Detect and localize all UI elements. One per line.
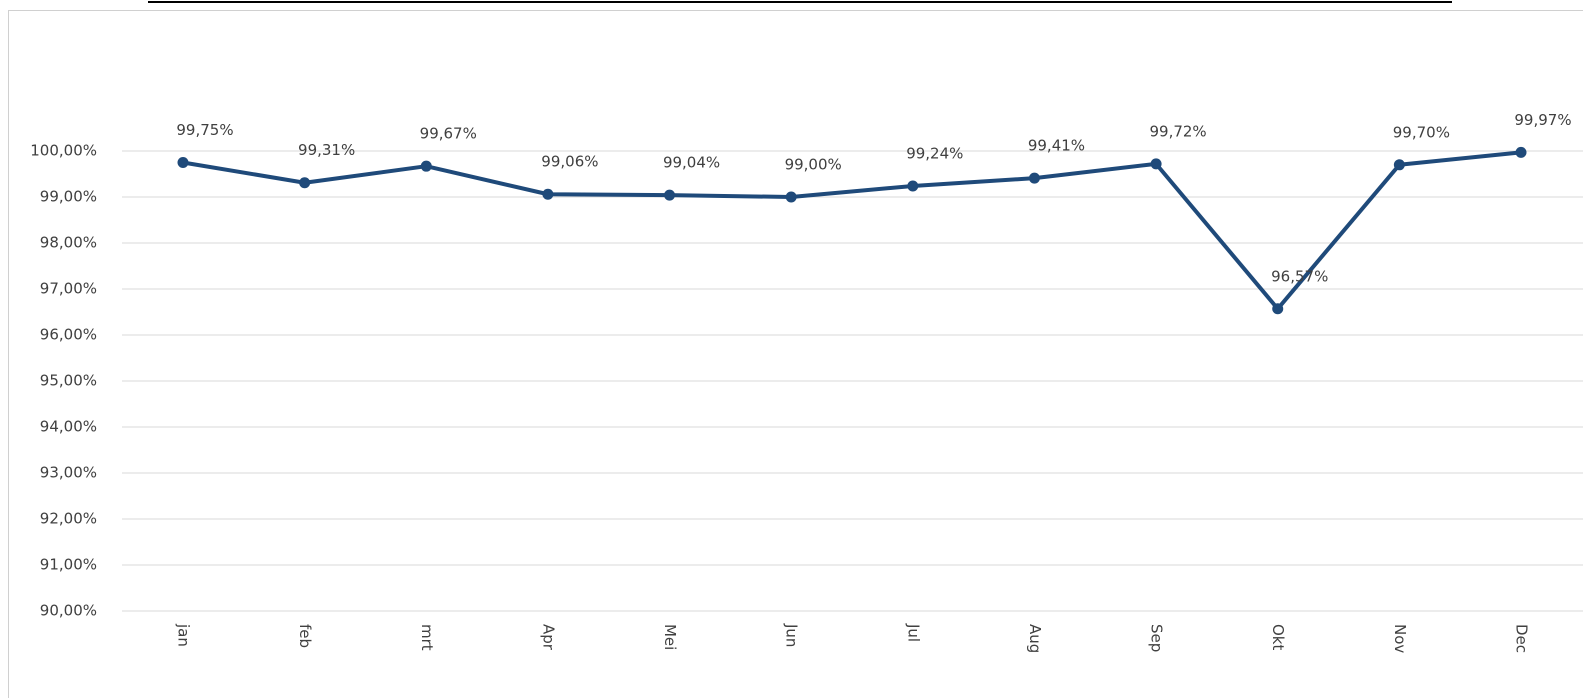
marker xyxy=(1150,158,1162,170)
data-label: 99,04% xyxy=(663,154,720,172)
y-tick-label: 100,00% xyxy=(30,142,97,160)
x-tick-label: Jul xyxy=(904,623,922,642)
x-tick-label: feb xyxy=(296,624,314,648)
x-tick-label: Okt xyxy=(1269,624,1287,650)
y-tick-label: 93,00% xyxy=(40,464,97,482)
y-tick-label: 92,00% xyxy=(40,510,97,528)
x-tick-label: Nov xyxy=(1391,624,1409,653)
x-tick-label: Dec xyxy=(1513,624,1531,653)
data-label: 99,41% xyxy=(1028,137,1085,155)
x-tick-label: Apr xyxy=(539,624,557,651)
x-tick-label: Sep xyxy=(1148,624,1166,652)
marker xyxy=(420,160,432,172)
data-label: 99,31% xyxy=(298,141,355,159)
y-tick-label: 91,00% xyxy=(40,556,97,574)
marker xyxy=(1393,159,1405,171)
x-tick-label: Mei xyxy=(661,624,679,650)
data-label: 96,57% xyxy=(1271,267,1328,285)
x-tick-label: Jun xyxy=(783,623,801,647)
y-tick-label: 95,00% xyxy=(40,372,97,390)
marker xyxy=(907,180,919,192)
marker xyxy=(1272,303,1284,315)
data-label: 99,67% xyxy=(420,125,477,143)
data-label: 99,72% xyxy=(1149,122,1206,140)
x-tick-label: Aug xyxy=(1026,624,1044,653)
y-tick-label: 98,00% xyxy=(40,234,97,252)
y-tick-label: 90,00% xyxy=(40,602,97,620)
y-tick-label: 99,00% xyxy=(40,188,97,206)
marker xyxy=(664,189,676,201)
data-label: 99,24% xyxy=(906,144,963,162)
x-tick-label: mrt xyxy=(418,624,436,651)
data-label: 99,75% xyxy=(176,121,233,139)
data-label: 99,70% xyxy=(1393,123,1450,141)
y-tick-label: 94,00% xyxy=(40,418,97,436)
data-label: 99,06% xyxy=(541,153,598,171)
y-tick-label: 97,00% xyxy=(40,280,97,298)
marker xyxy=(1515,146,1527,158)
marker xyxy=(785,191,797,203)
x-tick-label: jan xyxy=(175,623,193,647)
chart-frame xyxy=(8,10,1583,698)
marker xyxy=(1028,172,1040,184)
marker xyxy=(177,157,189,168)
line xyxy=(182,150,1522,311)
marker xyxy=(542,188,554,200)
marker xyxy=(299,177,311,189)
data-label: 99,00% xyxy=(785,156,842,174)
data-label: 99,97% xyxy=(1514,111,1571,129)
y-tick-label: 96,00% xyxy=(40,326,97,344)
